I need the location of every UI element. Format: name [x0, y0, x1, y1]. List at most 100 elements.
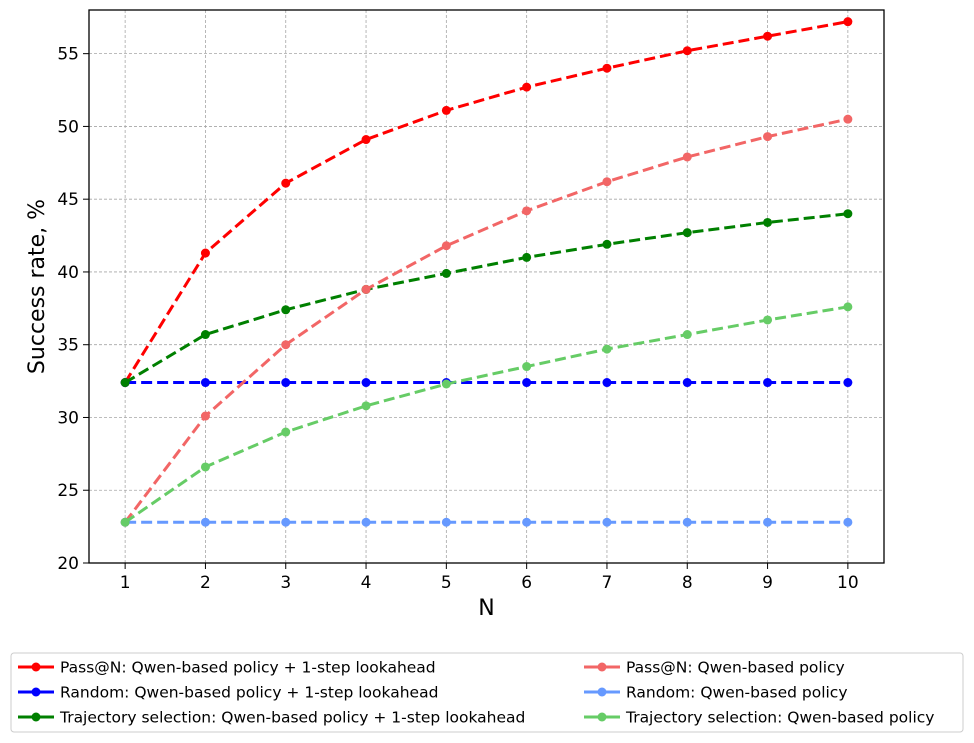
series-line [124, 305, 849, 524]
data-point [200, 330, 210, 340]
legend-swatch-marker [31, 687, 41, 697]
series-2 [120, 378, 853, 388]
legend-swatch-marker [31, 712, 41, 722]
legend-swatch-marker [597, 662, 607, 672]
y-axis-ticks: 20 25 30 35 40 45 50 55 [57, 45, 89, 574]
data-point [843, 209, 853, 219]
data-point [602, 63, 612, 73]
x-tick-label: 2 [200, 573, 211, 593]
data-point [522, 517, 532, 527]
data-point [361, 517, 371, 527]
series-line [123, 20, 849, 384]
data-point [361, 284, 371, 294]
legend-entry: Random: Qwen-based policy [584, 684, 848, 702]
y-tick-label: 45 [57, 190, 79, 210]
data-point [120, 517, 130, 527]
data-point [602, 378, 612, 388]
data-point [281, 305, 291, 315]
y-tick-label: 55 [57, 45, 79, 65]
series-layer [120, 17, 853, 527]
legend-swatch-marker [31, 662, 41, 672]
data-point [200, 517, 210, 527]
y-axis-label: Success rate, % [25, 199, 50, 374]
legend-label: Trajectory selection: Qwen-based policy … [59, 709, 525, 727]
data-point [602, 239, 612, 249]
legend-label: Pass@N: Qwen-based policy [626, 659, 845, 677]
data-point [200, 462, 210, 472]
legend-label: Random: Qwen-based policy [626, 684, 848, 702]
legend-swatch-marker [597, 712, 607, 722]
data-point [843, 302, 853, 312]
x-tick-label: 6 [521, 573, 532, 593]
data-point [843, 17, 853, 27]
data-point [763, 315, 773, 325]
data-point [763, 217, 773, 227]
x-tick-label: 3 [280, 573, 291, 593]
legend-entry: Trajectory selection: Qwen-based policy … [18, 709, 525, 727]
x-tick-label: 4 [361, 573, 372, 593]
legend-box [10, 652, 964, 733]
series-1 [120, 17, 853, 388]
legend-label: Trajectory selection: Qwen-based policy [625, 709, 934, 727]
data-point [522, 378, 532, 388]
data-point [281, 517, 291, 527]
data-point [682, 378, 692, 388]
data-point [602, 177, 612, 187]
data-point [682, 152, 692, 162]
legend-label: Random: Qwen-based policy + 1-step looka… [60, 684, 438, 702]
data-point [602, 517, 612, 527]
data-point [522, 82, 532, 92]
data-point [200, 248, 210, 258]
series-4 [120, 114, 853, 527]
data-point [441, 241, 451, 251]
x-tick-label: 7 [602, 573, 613, 593]
data-point [763, 31, 773, 41]
legend: Pass@N: Qwen-based policy + 1-step looka… [10, 652, 964, 733]
data-point [843, 114, 853, 124]
data-point [361, 135, 371, 145]
plot-frame [88, 9, 885, 564]
y-tick-label: 40 [57, 263, 79, 283]
data-point [522, 206, 532, 216]
y-tick-label: 50 [57, 117, 79, 137]
grid-lines [89, 10, 884, 564]
data-point [441, 105, 451, 115]
data-point [361, 378, 371, 388]
data-point [200, 378, 210, 388]
legend-entry: Pass@N: Qwen-based policy + 1-step looka… [18, 659, 436, 677]
data-point [361, 401, 371, 411]
series-5 [120, 517, 853, 527]
x-tick-label: 8 [682, 573, 693, 593]
data-point [843, 378, 853, 388]
series-line [124, 212, 849, 384]
y-tick-label: 25 [57, 481, 79, 501]
data-point [763, 378, 773, 388]
legend-entry: Trajectory selection: Qwen-based policy [584, 709, 934, 727]
legend-entry: Random: Qwen-based policy + 1-step looka… [18, 684, 438, 702]
data-point [843, 517, 853, 527]
x-tick-label: 10 [837, 573, 859, 593]
data-point [281, 340, 291, 350]
x-axis-ticks: 1 2 3 4 5 6 7 8 9 10 [120, 563, 859, 593]
legend-entry: Pass@N: Qwen-based policy [584, 659, 845, 677]
y-tick-label: 30 [57, 408, 79, 428]
data-point [281, 427, 291, 437]
series-3 [120, 209, 853, 388]
data-point [763, 132, 773, 142]
y-tick-label: 35 [57, 336, 79, 356]
data-point [522, 252, 532, 262]
data-point [682, 517, 692, 527]
x-tick-label: 1 [120, 573, 131, 593]
data-point [281, 178, 291, 188]
y-tick-label: 20 [57, 554, 79, 574]
data-point [441, 379, 451, 389]
legend-swatch-marker [597, 687, 607, 697]
series-line [123, 117, 849, 524]
data-point [441, 517, 451, 527]
data-point [602, 344, 612, 354]
data-point [522, 362, 532, 372]
x-tick-label: 9 [762, 573, 773, 593]
x-axis-label: N [478, 596, 494, 621]
data-point [441, 268, 451, 278]
